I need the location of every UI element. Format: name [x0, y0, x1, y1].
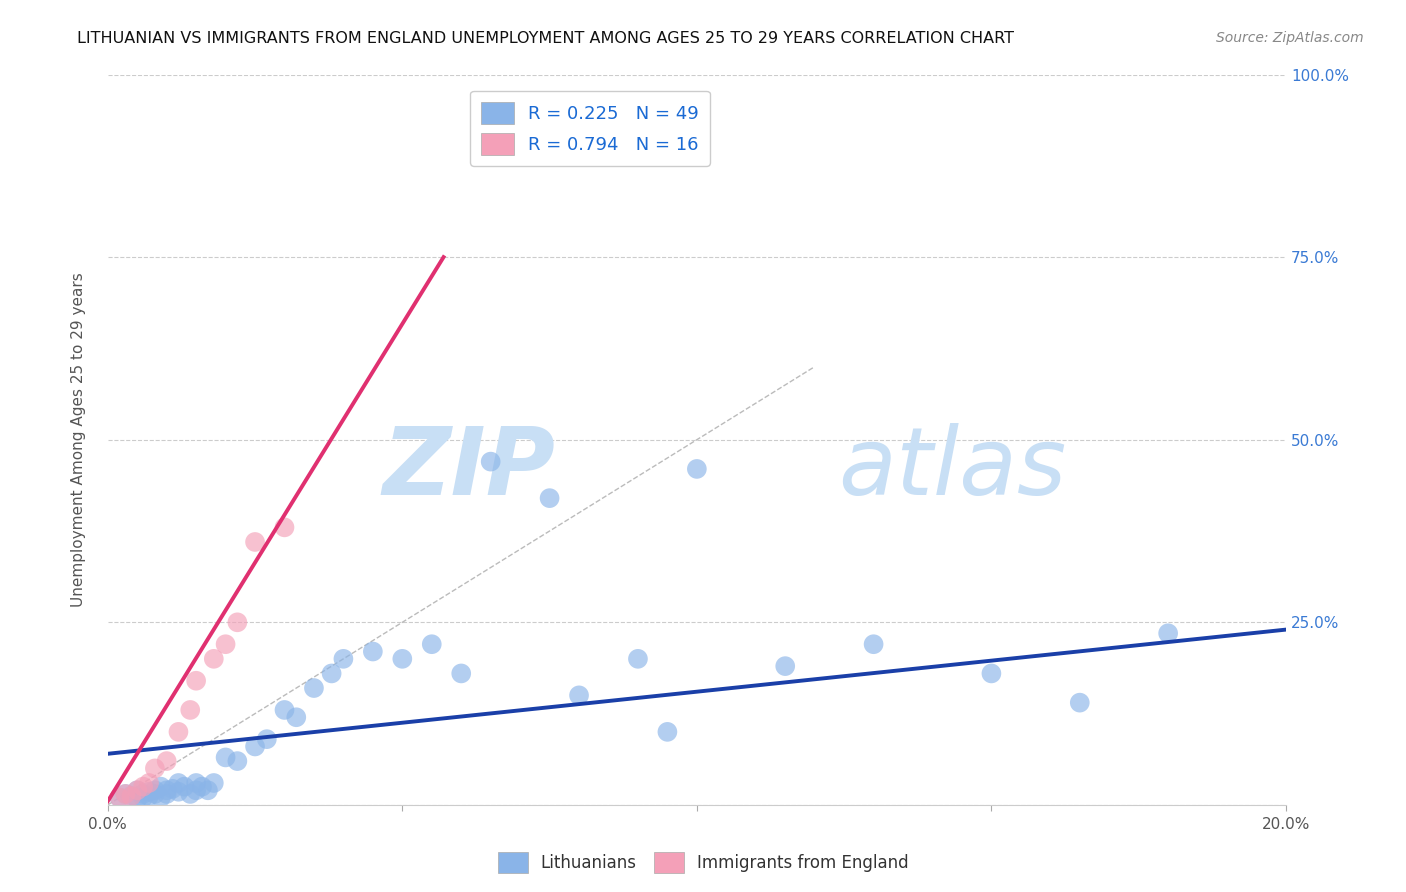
Point — [202, 776, 225, 790]
Point — [108, 790, 131, 805]
Point — [167, 724, 190, 739]
Point — [214, 637, 236, 651]
Point — [120, 789, 142, 804]
Point — [214, 750, 236, 764]
Point — [773, 659, 796, 673]
Point — [332, 652, 354, 666]
Point — [138, 776, 160, 790]
Point — [179, 787, 201, 801]
Point — [138, 789, 160, 804]
Point — [167, 785, 190, 799]
Point — [179, 703, 201, 717]
Point — [1157, 626, 1180, 640]
Point — [184, 673, 207, 688]
Legend: Lithuanians, Immigrants from England: Lithuanians, Immigrants from England — [491, 846, 915, 880]
Point — [149, 790, 172, 805]
Point — [191, 780, 214, 794]
Point — [273, 520, 295, 534]
Point — [149, 780, 172, 794]
Point — [391, 652, 413, 666]
Point — [450, 666, 472, 681]
Point — [538, 491, 561, 505]
Point — [686, 462, 709, 476]
Point — [302, 681, 325, 695]
Y-axis label: Unemployment Among Ages 25 to 29 years: Unemployment Among Ages 25 to 29 years — [72, 272, 86, 607]
Point — [156, 783, 179, 797]
Point — [114, 787, 136, 801]
Point — [285, 710, 308, 724]
Text: LITHUANIAN VS IMMIGRANTS FROM ENGLAND UNEMPLOYMENT AMONG AGES 25 TO 29 YEARS COR: LITHUANIAN VS IMMIGRANTS FROM ENGLAND UN… — [77, 31, 1014, 46]
Point — [143, 783, 166, 797]
Point — [657, 724, 679, 739]
Point — [226, 754, 249, 768]
Point — [156, 787, 179, 801]
Point — [184, 783, 207, 797]
Point — [273, 703, 295, 717]
Point — [127, 783, 149, 797]
Legend: R = 0.225   N = 49, R = 0.794   N = 16: R = 0.225 N = 49, R = 0.794 N = 16 — [470, 91, 710, 166]
Point — [108, 790, 131, 805]
Point — [138, 785, 160, 799]
Point — [197, 783, 219, 797]
Point — [980, 666, 1002, 681]
Point — [173, 780, 195, 794]
Point — [256, 732, 278, 747]
Text: ZIP: ZIP — [382, 423, 555, 515]
Text: atlas: atlas — [838, 424, 1067, 515]
Point — [184, 776, 207, 790]
Point — [568, 689, 591, 703]
Point — [132, 790, 155, 805]
Point — [127, 792, 149, 806]
Point — [243, 739, 266, 754]
Point — [243, 535, 266, 549]
Point — [114, 787, 136, 801]
Point — [167, 776, 190, 790]
Point — [479, 455, 502, 469]
Point — [156, 754, 179, 768]
Point — [226, 615, 249, 630]
Text: Source: ZipAtlas.com: Source: ZipAtlas.com — [1216, 31, 1364, 45]
Point — [143, 787, 166, 801]
Point — [862, 637, 884, 651]
Point — [1069, 696, 1091, 710]
Point — [420, 637, 443, 651]
Point — [120, 789, 142, 804]
Point — [361, 644, 384, 658]
Point — [127, 783, 149, 797]
Point — [202, 652, 225, 666]
Point — [132, 787, 155, 801]
Point — [162, 781, 184, 796]
Point — [132, 780, 155, 794]
Point — [143, 761, 166, 775]
Point — [321, 666, 343, 681]
Point — [627, 652, 650, 666]
